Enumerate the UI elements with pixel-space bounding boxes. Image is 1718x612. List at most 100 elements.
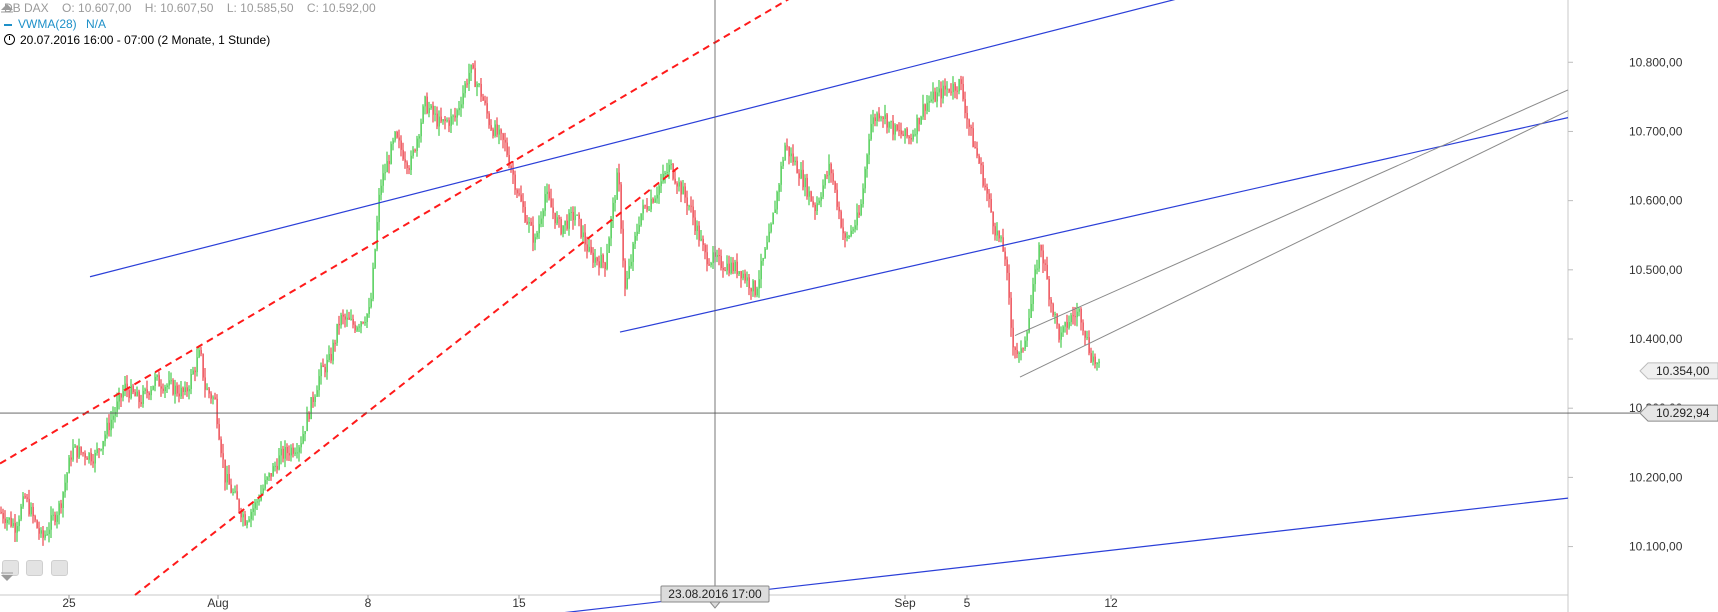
candle [744,269,746,284]
indicator-legend[interactable]: VWMA(28) N/A [4,17,106,31]
candle-body [690,205,692,207]
candle-body [674,178,676,184]
candle-body [386,161,388,173]
candle-body [220,439,222,454]
candle-body [152,385,154,390]
candle-body [538,223,540,234]
close-value: C: 10.592,00 [306,1,376,15]
candle-body [320,365,322,377]
candle [708,258,710,267]
candle-body [960,79,962,84]
candle [370,292,372,309]
candle [1006,256,1008,281]
candle [866,153,868,178]
candle-body [594,257,596,263]
candle [110,410,112,437]
candle-body [172,380,174,395]
candle-body [434,113,436,115]
candle [394,131,396,143]
candle-body [1060,332,1062,340]
candle-body [312,397,314,402]
candle-body [604,262,606,269]
candle-body [36,520,38,529]
candle [794,156,796,166]
trend-line-blue [619,117,1569,333]
candle [884,104,886,125]
candle [924,103,926,120]
candle [304,430,306,442]
candle-body [780,166,782,185]
candle [580,218,582,239]
candle [676,181,678,194]
candle-body [126,383,128,391]
candle-body [882,117,884,119]
candle-body [200,350,202,354]
candle [100,448,102,452]
candle [272,463,274,477]
candle [602,253,604,269]
candle-body [368,307,370,314]
candle-body [1028,317,1030,333]
candle-body [1050,299,1052,304]
candle [196,348,198,377]
candle-body [326,359,328,373]
candle [1004,247,1006,267]
candle [392,137,394,151]
candle [810,190,812,202]
scroll-up-icon[interactable] [0,3,14,13]
candle [408,165,410,175]
candle-body [1000,237,1002,239]
candle [534,233,536,251]
candle [446,117,448,123]
candle-body [10,517,12,527]
candle-body [490,125,492,130]
candle [470,64,472,81]
zoom-button[interactable] [26,560,44,576]
candle [856,203,858,231]
candle [78,438,80,459]
candle [38,521,40,540]
candle-body [710,263,712,265]
candle-body [744,273,746,281]
candle [198,345,200,359]
candle-body [678,182,680,187]
menu-button[interactable] [50,560,68,576]
candle-body [272,466,274,477]
candle [820,192,822,208]
x-tick-label: 5 [964,596,971,610]
candle-body [834,181,836,190]
candle [532,216,534,252]
candle [792,144,794,166]
candle [248,516,250,523]
candle-body [1092,356,1094,362]
candle-body [30,506,32,515]
candle [278,447,280,471]
candle-body [350,318,352,320]
candle-body [546,191,548,195]
scroll-down-icon[interactable] [0,572,14,582]
candle [554,212,556,229]
candle-body [270,473,272,477]
candle-body [136,391,138,397]
candle-body [18,519,20,527]
candle [1014,346,1016,359]
trend-lines[interactable] [0,0,1569,612]
candle [502,132,504,149]
candle-body [38,528,40,534]
candle [936,86,938,108]
candle [364,316,366,326]
candle [474,60,476,88]
candle [138,389,140,409]
candle [680,180,682,203]
trend-line-gray [1019,110,1569,378]
candle [546,183,548,203]
candle-body [1014,347,1016,350]
candle-body [250,511,252,520]
candle-body [808,191,810,197]
candle-body [668,164,670,173]
candle [204,368,206,398]
candle-body [628,266,630,278]
candle [608,236,610,254]
candle-body [402,149,404,160]
